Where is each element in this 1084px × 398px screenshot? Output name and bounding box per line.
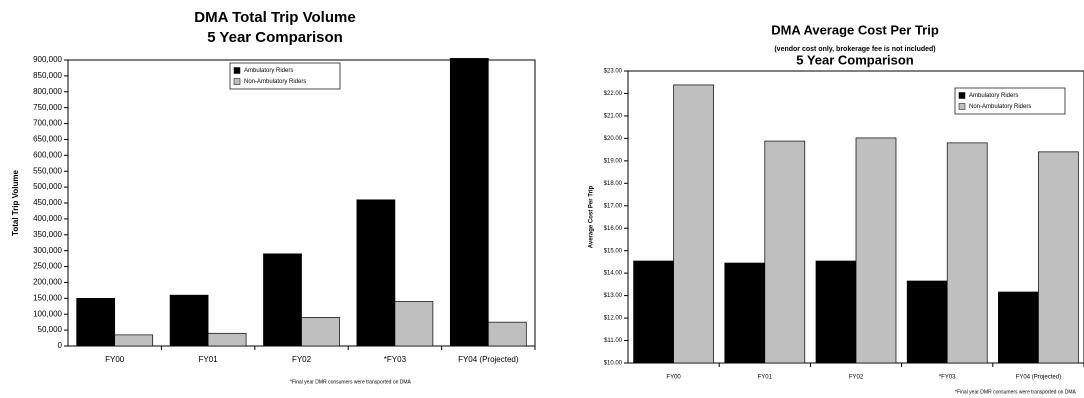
y-tick-label: $22.00 — [604, 91, 623, 97]
y-tick-label: $14.00 — [604, 271, 623, 277]
bar — [998, 291, 1039, 364]
y-tick-label: 200,000 — [33, 278, 62, 287]
y-tick-label: $19.00 — [604, 158, 623, 164]
bar — [394, 301, 434, 347]
bar — [169, 294, 209, 347]
x-tick-label: FY04 (Projected) — [1016, 375, 1061, 381]
y-tick-label: 750,000 — [33, 103, 62, 112]
y-axis-label: Total Trip Volume — [11, 169, 20, 235]
y-tick-label: 500,000 — [33, 182, 62, 191]
chart-title: DMA Total Trip Volume — [194, 9, 355, 26]
y-tick-label: $18.00 — [604, 181, 623, 187]
chart-subtitle: 5 Year Comparison — [207, 29, 343, 46]
legend-label: Non-Ambulatory Riders — [969, 104, 1031, 110]
y-tick-label: 400,000 — [33, 214, 62, 223]
y-axis-label: Average Cost Per Trip — [589, 185, 595, 248]
footnote: *Final year DMR consumers were transport… — [955, 389, 1077, 395]
bar — [855, 137, 897, 364]
bar — [449, 58, 489, 347]
bar — [1038, 151, 1079, 364]
legend-swatch — [958, 103, 966, 110]
y-tick-label: $13.00 — [604, 293, 623, 299]
y-tick-label: $15.00 — [604, 248, 623, 254]
y-tick-label: $11.00 — [604, 338, 623, 344]
chart-note: (vendor cost only, brokerage fee is not … — [774, 46, 935, 53]
y-tick-label: $20.00 — [604, 136, 623, 142]
x-tick-label: FY01 — [199, 355, 219, 364]
y-tick-label: $10.00 — [604, 361, 623, 367]
bar — [263, 253, 302, 347]
bar — [764, 140, 806, 364]
y-tick-label: 300,000 — [33, 246, 62, 255]
bar — [673, 84, 714, 364]
x-tick-label: *FY03 — [384, 355, 407, 364]
bar — [356, 199, 396, 347]
legend-label: Ambulatory Riders — [969, 93, 1018, 99]
legend-swatch — [233, 67, 241, 74]
chart: DMA Total Trip Volume 5 Year Comparison 0 5… — [11, 9, 536, 385]
y-tick-label: 550,000 — [33, 166, 62, 175]
chart: DMA Average Cost Per Trip (vendor cost on… — [589, 22, 1084, 395]
bar — [906, 280, 948, 364]
legend-label: Non-Ambulatory Riders — [244, 79, 306, 85]
y-tick-label: $12.00 — [604, 316, 623, 322]
legend-swatch — [958, 92, 966, 99]
y-tick-label: 100,000 — [33, 309, 62, 318]
y-tick-label: 600,000 — [33, 150, 62, 159]
legend-frame — [229, 62, 341, 90]
bar — [301, 317, 340, 347]
bar — [76, 297, 116, 347]
y-tick-label: 800,000 — [33, 87, 62, 96]
y-tick-label: 850,000 — [33, 71, 62, 80]
x-tick-label: FY04 (Projected) — [458, 355, 519, 364]
bar — [724, 262, 766, 364]
footnote: *Final year DMR consumers were transport… — [290, 379, 412, 385]
y-tick-label: 150,000 — [33, 293, 62, 302]
y-tick-label: $17.00 — [604, 203, 623, 209]
y-tick-label: $16.00 — [604, 226, 623, 232]
bar — [633, 260, 674, 364]
y-tick-label: $23.00 — [604, 69, 623, 75]
bar — [487, 321, 527, 347]
y-tick-label: 250,000 — [33, 262, 62, 271]
x-tick-label: FY00 — [666, 375, 681, 381]
y-tick-label: $21.00 — [604, 114, 623, 120]
y-tick-label: 350,000 — [33, 230, 62, 239]
y-tick-label: 900,000 — [33, 55, 62, 64]
bar — [207, 332, 247, 347]
chart-title: DMA Average Cost Per Trip — [771, 22, 939, 37]
y-tick-label: 450,000 — [33, 198, 62, 207]
x-tick-label: FY01 — [758, 375, 773, 381]
bar — [815, 260, 857, 364]
x-tick-label: *FY03 — [939, 375, 956, 381]
bar — [946, 142, 988, 364]
y-tick-label: 700,000 — [33, 119, 62, 128]
legend-label: Ambulatory Riders — [244, 68, 293, 74]
x-tick-label: FY02 — [292, 355, 312, 364]
y-tick-label: 50,000 — [38, 325, 63, 334]
legend-swatch — [233, 78, 241, 85]
y-tick-label: 650,000 — [33, 135, 62, 144]
chart-subtitle: 5 Year Comparison — [796, 52, 914, 67]
legend-frame — [954, 87, 1066, 115]
x-tick-label: FY00 — [105, 355, 125, 364]
bar — [114, 334, 154, 347]
x-tick-label: FY02 — [849, 375, 864, 381]
y-tick-label: 0 — [58, 341, 63, 350]
